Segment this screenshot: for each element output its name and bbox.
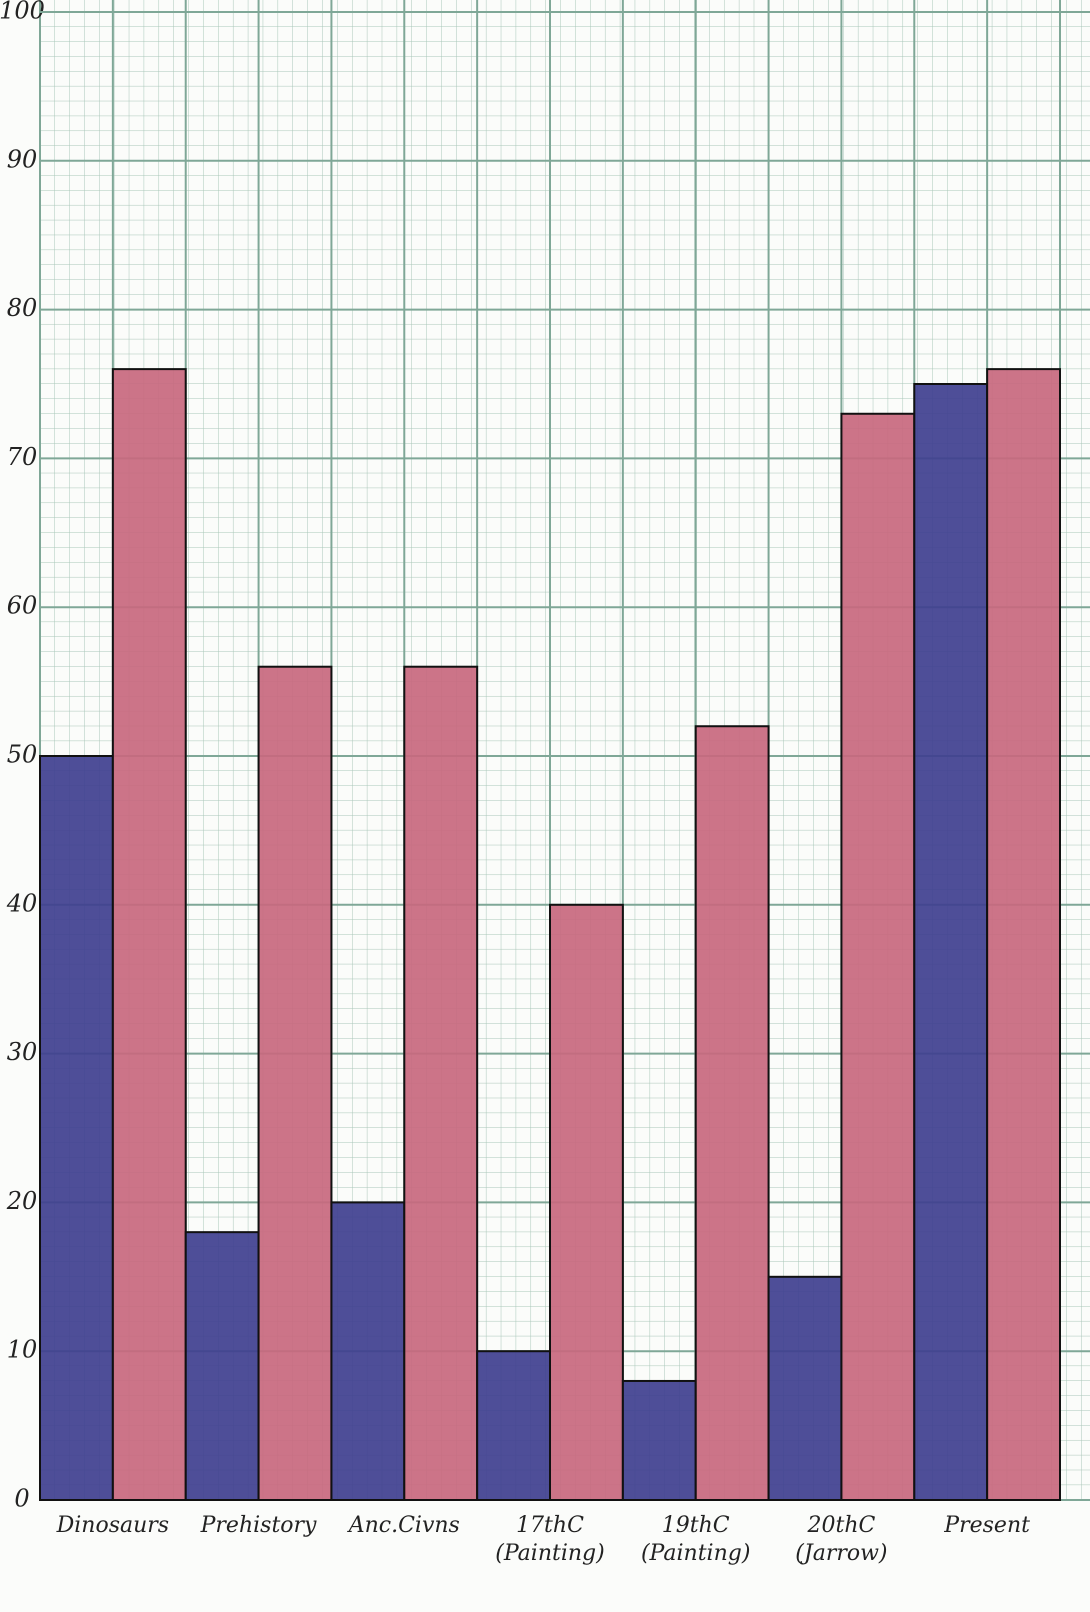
y-tick-label: 50 <box>7 741 38 769</box>
x-tick-label: Anc.Civns <box>348 1513 460 1538</box>
y-tick-label: 10 <box>7 1336 38 1364</box>
bar <box>549 903 624 1501</box>
bar <box>767 1275 843 1502</box>
y-tick-label: 40 <box>6 889 38 917</box>
x-tick-label: 20thC (Jarrow) <box>795 1513 888 1566</box>
bar <box>913 383 989 1501</box>
bar <box>694 725 770 1501</box>
x-tick-label: 17thC (Painting) <box>495 1513 605 1566</box>
y-tick-label: 70 <box>7 443 38 471</box>
x-tick-label: 19thC (Painting) <box>640 1513 751 1566</box>
bar <box>184 1231 260 1502</box>
bar <box>330 1201 406 1502</box>
bar <box>476 1350 551 1501</box>
x-tick-label: Present <box>944 1513 1030 1538</box>
bar <box>111 368 187 1501</box>
bar <box>403 665 479 1501</box>
y-tick-label: 90 <box>7 145 38 173</box>
y-tick-label: 30 <box>7 1038 38 1066</box>
x-tick-label: Dinosaurs <box>56 1513 170 1538</box>
y-tick-label: 60 <box>7 592 38 620</box>
bar <box>840 412 916 1501</box>
bar <box>621 1379 697 1501</box>
y-tick-label: 100 <box>0 0 45 25</box>
bar <box>986 368 1062 1501</box>
y-tick-label: 80 <box>7 294 38 322</box>
y-tick-label: 0 <box>14 1485 29 1513</box>
y-tick-label: 20 <box>6 1187 38 1215</box>
bar <box>39 755 114 1501</box>
x-tick-label: Prehistory <box>200 1513 317 1538</box>
bar <box>257 665 333 1501</box>
